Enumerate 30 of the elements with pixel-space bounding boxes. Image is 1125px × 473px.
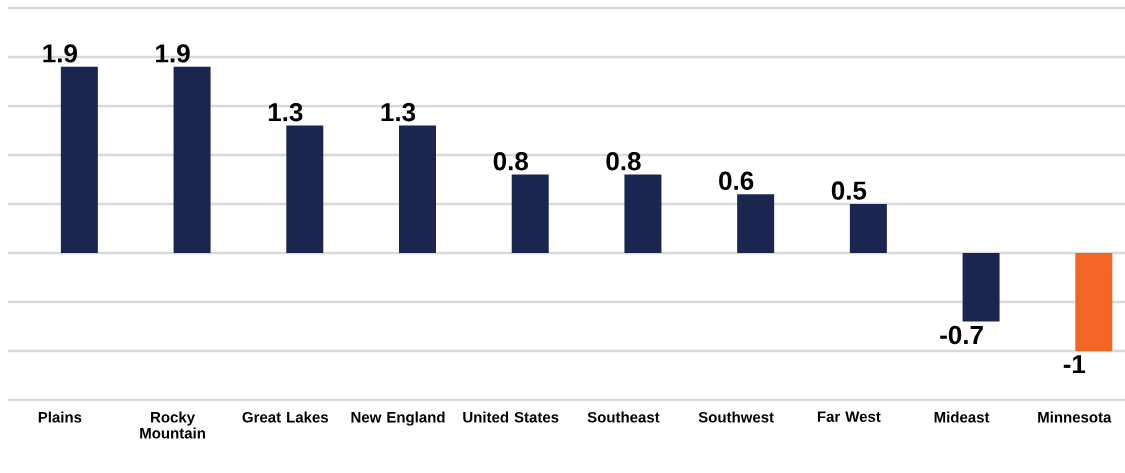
- data-label: 0.6: [719, 171, 754, 190]
- x-tick-label: Southwest: [698, 411, 774, 423]
- bar: [849, 203, 887, 253]
- x-tick-label: Great Lakes: [242, 411, 329, 423]
- bar: [737, 194, 775, 253]
- data-label: 1.9: [156, 44, 190, 63]
- bar: [962, 252, 1000, 322]
- x-tick-label: Southeast: [587, 411, 660, 423]
- data-label: 1.3: [268, 102, 303, 122]
- x-tick-label: Minnesota: [1038, 411, 1112, 423]
- bar: [286, 125, 324, 253]
- x-tick-label: New England: [351, 411, 445, 426]
- data-label: -0.7: [940, 325, 983, 345]
- bar: [173, 66, 211, 253]
- x-tick-label: Far West: [817, 411, 881, 422]
- bar: [624, 174, 662, 253]
- x-tick-label: Rocky Mountain: [140, 411, 205, 439]
- data-label: -1: [1063, 355, 1086, 374]
- data-label: 0.8: [493, 151, 528, 171]
- bar: [511, 174, 549, 253]
- x-tick-label: Mideast: [934, 411, 990, 423]
- data-label: 1.3: [381, 102, 416, 122]
- bar: [60, 66, 98, 253]
- x-tick-label: United States: [463, 411, 559, 423]
- bar: [1075, 252, 1113, 351]
- data-label: 0.5: [831, 181, 867, 200]
- bar: [399, 125, 437, 253]
- data-label: 1.9: [43, 44, 77, 63]
- x-tick-label: Plains: [38, 411, 82, 423]
- data-label: 0.8: [606, 151, 641, 171]
